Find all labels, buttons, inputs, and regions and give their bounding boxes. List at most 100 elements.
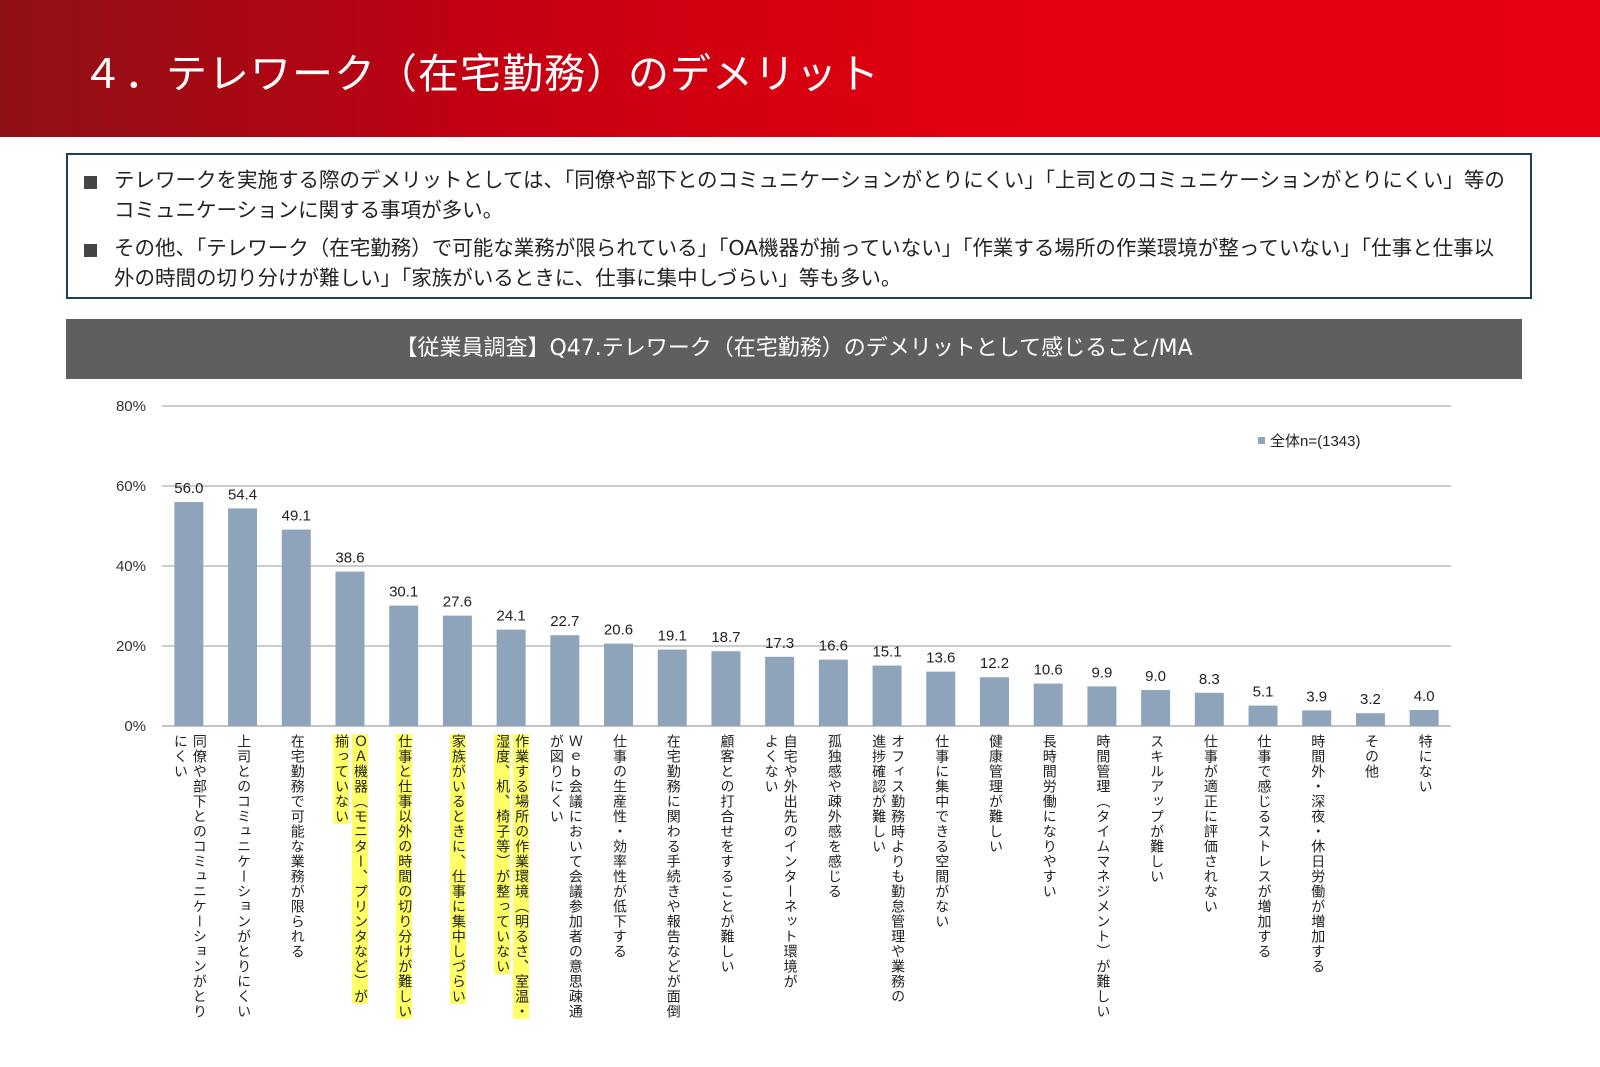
bar [872, 665, 902, 726]
chart-title-banner: 【従業員調査】Q47.テレワーク（在宅勤務）のデメリットとして感じること/MA [66, 319, 1522, 379]
data-label: 49.1 [282, 508, 311, 525]
summary-bullet: テレワークを実施する際のデメリットとしては、「同僚や部下とのコミュニケーションが… [84, 165, 1514, 225]
category-label-line: 仕事に集中できる空間がない [933, 734, 950, 929]
bar [711, 651, 741, 726]
category-label-line: 作業する場所の作業環境（明るさ、室温・ [513, 734, 530, 1019]
category-label-line: 仕事と仕事以外の時間の切り分けが難しい [396, 734, 413, 1019]
category-label: 健康管理が難しい [985, 734, 1004, 854]
category-label-line: 進捗確認が難しい [870, 734, 887, 854]
bar [550, 635, 580, 726]
summary-box: テレワークを実施する際のデメリットとしては、「同僚や部下とのコミュニケーションが… [66, 153, 1532, 299]
category-label: 作業する場所の作業環境（明るさ、室温・ 湿度、机、椅子等）が整っていない [492, 734, 530, 1019]
data-label: 16.6 [819, 638, 848, 655]
summary-bullet: その他、「テレワーク（在宅勤務）で可能な業務が限られている」「OA機器が揃ってい… [84, 233, 1514, 293]
category-label: 仕事と仕事以外の時間の切り分けが難しい [394, 734, 413, 1019]
data-label: 22.7 [550, 613, 579, 630]
data-label: 15.1 [872, 644, 901, 661]
category-label: 長時間労働になりやすい [1039, 734, 1058, 899]
bar [1141, 690, 1171, 726]
data-label: 56.0 [174, 480, 203, 497]
category-label: 仕事で感じるストレスが増加する [1254, 734, 1273, 959]
category-label-line: 特にない [1416, 734, 1433, 794]
bullet-square-icon [84, 176, 97, 189]
category-label: 上司とのコミュニケーションがとりにくい [233, 734, 252, 1019]
category-label-line: にくい [171, 734, 188, 779]
bar [335, 571, 365, 726]
data-label: 3.2 [1360, 691, 1381, 708]
data-label: 20.6 [604, 622, 633, 639]
header-bar: ４．テレワーク（在宅勤務）のデメリット [0, 0, 1600, 137]
category-label-line: 健康管理が難しい [986, 734, 1003, 854]
y-tick-label: 80% [116, 398, 146, 415]
category-label-line: よくない [762, 734, 779, 794]
bar [442, 615, 472, 726]
category-label: 同僚や部下とのコミュニケーションがとり にくい [170, 734, 208, 1019]
category-label-line: 湿度、机、椅子等）が整っていない [494, 734, 511, 974]
category-label-line: 時間管理（タイムマネジメント）が難しい [1094, 734, 1111, 1019]
category-label-line: 孤独感や疎外感を感じる [825, 734, 842, 899]
category-label: その他 [1361, 734, 1380, 779]
category-label-line: 同僚や部下とのコミュニケーションがとり [190, 734, 207, 1019]
category-label-line: が図りにくい [547, 734, 564, 824]
data-label: 30.1 [389, 584, 418, 601]
category-label: 在宅勤務に関わる手続きや報告などが面倒 [663, 734, 682, 1019]
category-label: スキルアップが難しい [1146, 734, 1165, 884]
bar [1302, 710, 1332, 726]
category-label-line: 仕事が適正に評価されない [1201, 734, 1218, 914]
data-label: 17.3 [765, 635, 794, 652]
category-label-line: 上司とのコミュニケーションがとりにくい [235, 734, 252, 1019]
data-label: 38.6 [335, 550, 364, 567]
bar [174, 502, 204, 726]
category-label-line: 揃っていない [332, 734, 349, 824]
bar [1033, 683, 1063, 726]
data-label: 3.9 [1306, 688, 1327, 705]
bar [496, 629, 526, 726]
data-label: 12.2 [980, 655, 1009, 672]
summary-bullet-text: テレワークを実施する際のデメリットとしては、「同僚や部下とのコミュニケーションが… [114, 168, 1505, 222]
bar [818, 659, 848, 726]
y-tick-label: 20% [116, 638, 146, 655]
category-label: 特にない [1415, 734, 1434, 794]
legend-swatch [1258, 437, 1265, 444]
y-tick-label: 60% [116, 478, 146, 495]
y-tick-label: 0% [124, 718, 146, 735]
bar [228, 508, 258, 726]
bar [389, 605, 419, 726]
data-label: 8.3 [1199, 671, 1220, 688]
y-tick-label: 40% [116, 558, 146, 575]
category-label-line: 在宅勤務で可能な業務が限られる [288, 734, 305, 959]
category-label: 時間外・深夜・休日労働が増加する [1307, 734, 1326, 974]
category-label-line: その他 [1362, 734, 1379, 779]
data-label: 5.1 [1253, 684, 1274, 701]
category-label: 顧客との打合せをすることが難しい [716, 734, 735, 974]
category-label-line: 自宅や外出先のインターネット環境が [781, 734, 798, 989]
summary-bullet-text: その他、「テレワーク（在宅勤務）で可能な業務が限られている」「OA機器が揃ってい… [114, 236, 1495, 290]
bar [1409, 710, 1439, 726]
bar [1194, 692, 1224, 726]
chart-title: 【従業員調査】Q47.テレワーク（在宅勤務）のデメリットとして感じること/MA [395, 336, 1193, 361]
category-label: 孤独感や疎外感を感じる [824, 734, 843, 899]
data-label: 18.7 [711, 629, 740, 646]
legend-label: 全体n=(1343) [1270, 432, 1360, 450]
category-label-line: オフィス勤務時よりも勤怠管理や業務の [889, 734, 906, 1004]
category-label: 自宅や外出先のインターネット環境が よくない [761, 734, 799, 989]
data-label: 9.9 [1091, 664, 1112, 681]
category-label-line: 在宅勤務に関わる手続きや報告などが面倒 [664, 734, 681, 1019]
data-label: 27.6 [443, 594, 472, 611]
category-label: Ｗｅｂ会議において会議参加者の意思疎通 が図りにくい [546, 734, 584, 1019]
category-label: 仕事の生産性・効率性が低下する [609, 734, 628, 959]
data-label: 9.0 [1145, 668, 1166, 685]
category-label-line: 時間外・深夜・休日労働が増加する [1309, 734, 1326, 974]
category-label: 仕事が適正に評価されない [1200, 734, 1219, 914]
bar [604, 643, 634, 726]
category-label-line: 長時間労働になりやすい [1040, 734, 1057, 899]
category-label: 仕事に集中できる空間がない [931, 734, 950, 929]
category-label: 家族がいるときに、仕事に集中しづらい [448, 734, 467, 1004]
category-label: 時間管理（タイムマネジメント）が難しい [1092, 734, 1111, 1019]
data-label: 10.6 [1034, 662, 1063, 679]
data-label: 54.4 [228, 486, 257, 503]
bar [281, 529, 311, 726]
category-label-line: 顧客との打合せをすることが難しい [718, 734, 735, 974]
category-label: 在宅勤務で可能な業務が限られる [287, 734, 306, 959]
